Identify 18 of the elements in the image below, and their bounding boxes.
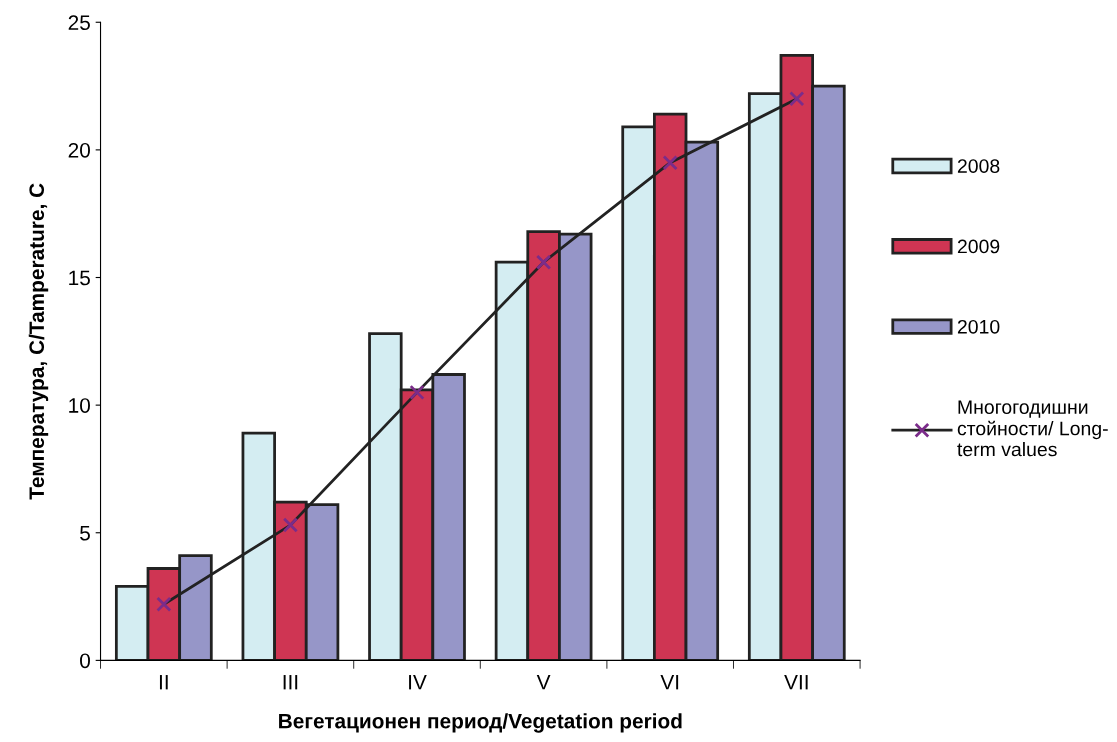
x-tick-label: V xyxy=(536,675,551,690)
x-tick-label: IV xyxy=(409,675,427,690)
y-tick-label: 5 xyxy=(80,525,90,541)
y-tick-label: 10 xyxy=(69,398,90,413)
y-tick-label: 20 xyxy=(68,142,90,158)
y-tick-label: 15 xyxy=(69,270,90,286)
x-tick-label: II xyxy=(159,675,168,690)
legend-label: 2010 xyxy=(957,319,1000,334)
legend-label: 2008 xyxy=(957,159,1000,173)
legend-label: 2009 xyxy=(957,239,1000,254)
y-axis-title: Температура, С/Tamperature, С xyxy=(28,183,49,500)
y-tick-label: 0 xyxy=(80,653,90,669)
x-tick-label: VI xyxy=(660,675,679,690)
x-tick-label: VII xyxy=(784,675,808,690)
y-tick-label: 25 xyxy=(68,15,90,31)
x-tick-label: III xyxy=(283,675,298,690)
x-axis-title: Вегетационен период/Vegetation period xyxy=(279,713,682,733)
legend-label: Многогодишни стойности/ Long- term values xyxy=(957,400,1108,457)
